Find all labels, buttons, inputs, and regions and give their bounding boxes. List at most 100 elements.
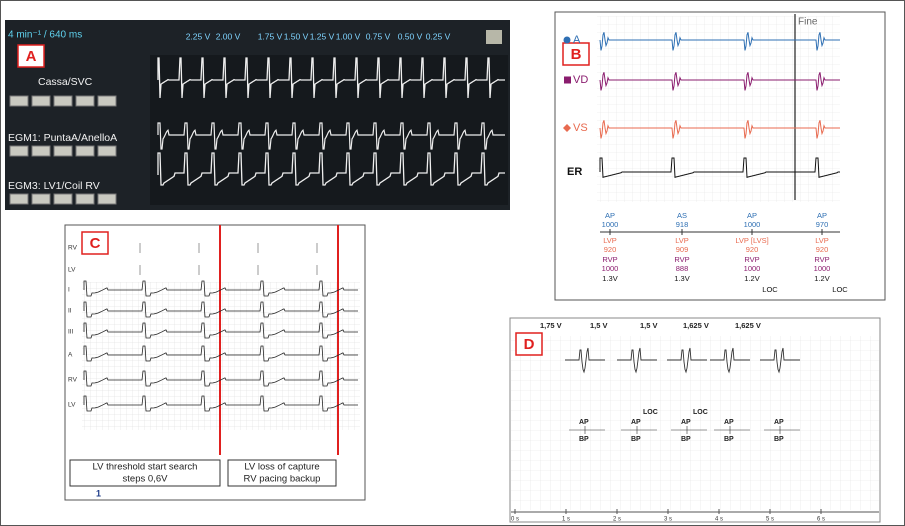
voltage-step: 1.25 V: [310, 31, 335, 41]
ecg-trace: [710, 347, 750, 374]
ecg-trace: [83, 322, 358, 339]
panel-label-box: [562, 42, 590, 66]
panel-label-box: [17, 44, 45, 68]
channel-label: A: [573, 34, 581, 46]
channel-button: [75, 193, 95, 205]
page-number: 1: [96, 488, 101, 498]
ecg-trace: [599, 120, 840, 139]
panel-label: D: [524, 336, 535, 353]
beat-annotation: 1000: [602, 220, 619, 229]
channel-button: [75, 95, 95, 107]
ecg-trace: [565, 347, 605, 374]
cursor-label: Fine: [798, 17, 818, 28]
beat-bottom: BP: [579, 436, 589, 443]
beat-annotation: 920: [604, 245, 617, 254]
beat-annotation: 1.2V: [744, 274, 759, 283]
beat-annotation: 970: [816, 220, 829, 229]
channel-label: RV: [68, 245, 78, 252]
panel-d-grid: [511, 336, 879, 510]
channel-label: VS: [573, 122, 588, 134]
beat-annotation: 1000: [814, 264, 831, 273]
channel-label: LV: [68, 402, 76, 409]
voltage-step: 0.25 V: [426, 31, 451, 41]
beat-bottom: BP: [724, 436, 734, 443]
panel-b-grid: [597, 16, 840, 202]
time-label: 4 s: [715, 517, 723, 523]
beat-annotation: 1.2V: [814, 274, 829, 283]
time-label: 1 s: [562, 517, 570, 523]
channel-button: [31, 95, 51, 107]
ecg-trace: [83, 280, 358, 297]
panel-a-button: [486, 30, 502, 44]
beat-annotation: AP: [817, 211, 827, 220]
beat-annotation: LOC: [832, 285, 848, 294]
voltage-step: 1.75 V: [258, 31, 283, 41]
panel-label: A: [26, 48, 37, 65]
egm-trace: [157, 57, 505, 99]
channel-label: III: [68, 329, 74, 336]
beat-annotation: AS: [677, 211, 687, 220]
channel-button: [31, 193, 51, 205]
loc-label: LOC: [643, 409, 658, 416]
channel-label: EGM3: LV1/Coil RV: [8, 180, 100, 192]
beat-top: AP: [579, 419, 589, 426]
channel-symbol: [563, 124, 571, 132]
channel-button: [31, 145, 51, 157]
channel-button: [53, 145, 73, 157]
beat-annotation: AP: [605, 211, 615, 220]
channel-label: EGM1: PuntaA/AnelloA: [8, 132, 117, 144]
beat-annotation: RVP: [674, 255, 689, 264]
panel-label-box: [81, 231, 109, 255]
channel-label: RV: [68, 377, 78, 384]
channel-label: I: [68, 287, 70, 294]
voltage-step: 1.00 V: [336, 31, 361, 41]
time-label: 5 s: [766, 517, 774, 523]
channel-label: II: [68, 308, 72, 315]
beat-annotation: AP: [747, 211, 757, 220]
beat-annotation: LVP: [603, 236, 617, 245]
channel-label: Cassa/SVC: [38, 76, 93, 88]
voltage-step: 1,625 V: [683, 321, 709, 330]
voltage-step: 0.50 V: [398, 31, 423, 41]
time-label: 6 s: [817, 517, 825, 523]
channel-button: [53, 95, 73, 107]
ecg-trace: [599, 157, 840, 178]
channel-button: [97, 193, 117, 205]
beat-annotation: 888: [676, 264, 689, 273]
beat-annotation: LVP: [675, 236, 689, 245]
beat-annotation: LVP: [815, 236, 829, 245]
beat-top: AP: [774, 419, 784, 426]
voltage-step: 2.00 V: [216, 31, 241, 41]
beat-annotation: 1.3V: [602, 274, 617, 283]
beat-annotation: LVP [LVS]: [735, 236, 768, 245]
ecg-trace: [599, 72, 840, 91]
channel-symbol: [563, 36, 571, 44]
panel-label-box: [515, 332, 543, 356]
beat-top: AP: [681, 419, 691, 426]
voltage-step: 1,625 V: [735, 321, 761, 330]
beat-bottom: BP: [631, 436, 641, 443]
beat-bottom: BP: [681, 436, 691, 443]
channel-label: ER: [567, 166, 582, 178]
channel-button: [9, 145, 29, 157]
ecg-trace: [599, 32, 840, 51]
beat-top: AP: [631, 419, 641, 426]
loc-label: LOC: [693, 409, 708, 416]
channel-symbol: [564, 76, 571, 84]
voltage-step: 1,75 V: [540, 321, 562, 330]
beat-annotation: 918: [676, 220, 689, 229]
channel-button: [9, 193, 29, 205]
beat-annotation: 1000: [744, 220, 761, 229]
beat-annotation: 1.3V: [674, 274, 689, 283]
voltage-step: 1.50 V: [284, 31, 309, 41]
time-label: 2 s: [613, 517, 621, 523]
ecg-trace: [83, 345, 358, 362]
panel-c-note-box: [227, 459, 337, 487]
panel-c-note-box: [69, 459, 221, 487]
ecg-trace: [83, 395, 358, 412]
beat-annotation: RVP: [602, 255, 617, 264]
voltage-step: 1,5 V: [590, 321, 608, 330]
beat-bottom: BP: [774, 436, 784, 443]
channel-label: LV: [68, 267, 76, 274]
channel-button: [53, 193, 73, 205]
